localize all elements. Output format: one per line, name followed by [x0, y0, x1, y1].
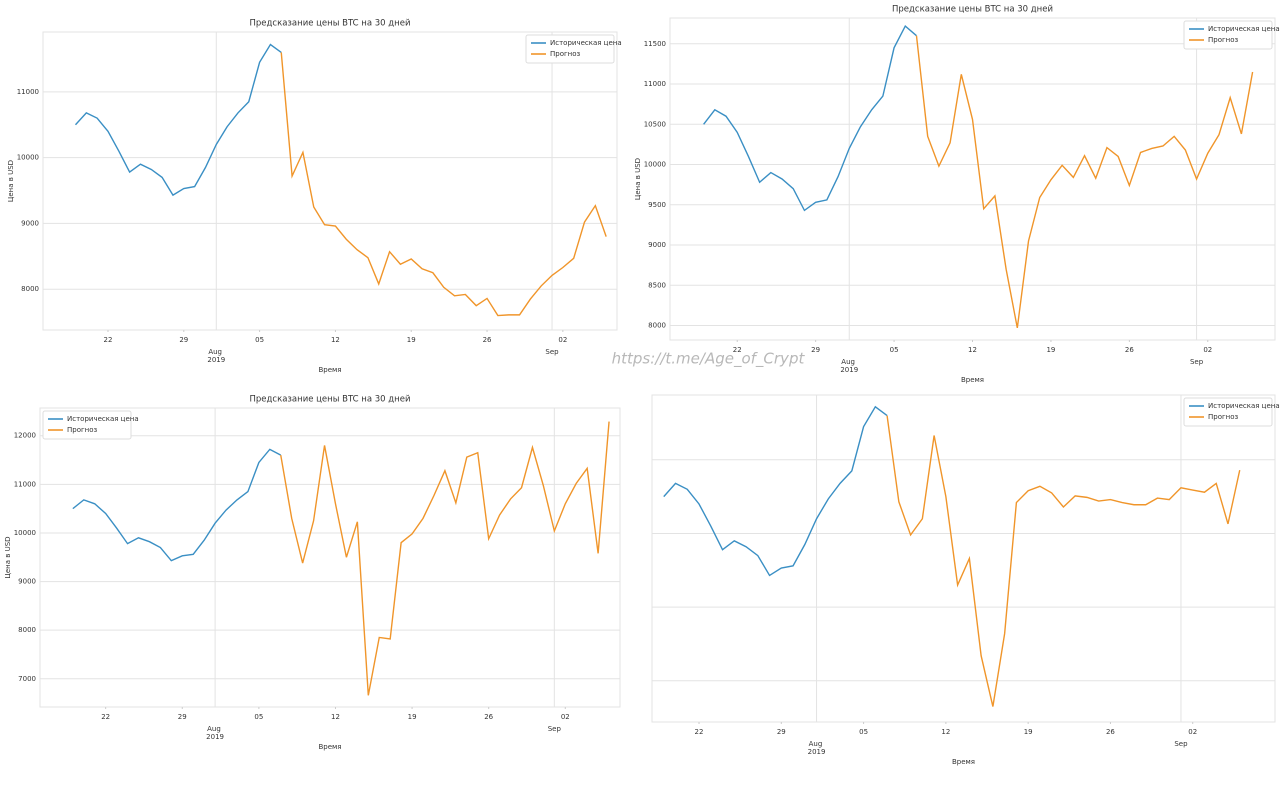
y-tick-label: 11000	[17, 88, 39, 96]
x-tick-label: 12	[941, 728, 950, 736]
y-axis-label: Цена в USD	[4, 536, 12, 578]
x-major-tick-label: Sep	[548, 725, 562, 733]
x-tick-label: 22	[733, 346, 742, 354]
x-tick-label: 05	[859, 728, 868, 736]
x-tick-label: 12	[331, 713, 340, 721]
x-tick-label: 26	[483, 336, 492, 344]
x-axis-label: Время	[961, 376, 984, 384]
x-tick-label: 26	[1106, 728, 1115, 736]
legend-box	[525, 34, 615, 64]
y-tick-label: 11500	[644, 40, 666, 48]
x-tick-label: 05	[890, 346, 899, 354]
x-tick-label: 29	[178, 713, 187, 721]
x-axis-label: Время	[318, 743, 341, 751]
x-tick-label: 12	[968, 346, 977, 354]
y-tick-label: 12000	[14, 432, 36, 440]
series-line	[74, 43, 282, 197]
watermark: https://t.me/Age_of_Crypt	[612, 350, 806, 369]
x-tick-label: 29	[777, 728, 786, 736]
x-tick-label: 12	[331, 336, 340, 344]
legend-label: Прогноз	[1208, 36, 1239, 44]
series-line	[915, 35, 1254, 329]
y-tick-label: 9000	[18, 578, 36, 586]
plot-area	[669, 17, 1276, 341]
series-line	[886, 415, 1241, 707]
x-tick-label: 26	[1125, 346, 1134, 354]
y-tick-label: 10000	[14, 529, 36, 537]
y-tick-label: 7000	[18, 675, 36, 683]
series-line	[72, 448, 282, 562]
x-major-tick-label: Aug 2019	[808, 740, 826, 756]
legend-box	[1183, 397, 1273, 427]
y-tick-label: 8500	[648, 281, 666, 289]
y-tick-label: 10000	[17, 154, 39, 162]
x-tick-label: 29	[811, 346, 820, 354]
legend-label: Прогноз	[1208, 413, 1239, 421]
x-axis-label: Время	[952, 758, 975, 766]
x-tick-label: 05	[255, 336, 264, 344]
x-major-tick-label: Sep	[545, 348, 559, 356]
x-major-tick-label: Sep	[1190, 358, 1204, 366]
y-tick-label: 9000	[21, 219, 39, 227]
x-tick-label: 19	[1046, 346, 1055, 354]
x-axis-label: Время	[318, 366, 341, 374]
x-major-tick-label: Aug 2019	[840, 358, 858, 374]
chart-title: Предсказание цены BTC на 30 дней	[892, 5, 1053, 15]
x-tick-label: 26	[484, 713, 493, 721]
y-axis-label: Цена в USD	[7, 160, 15, 202]
legend-box	[42, 410, 132, 440]
y-tick-label: 11000	[14, 480, 36, 488]
y-tick-label: 9000	[648, 241, 666, 249]
x-major-tick-label: Aug 2019	[207, 348, 225, 364]
x-tick-label: 05	[254, 713, 263, 721]
y-tick-label: 8000	[21, 285, 39, 293]
series-line	[663, 405, 888, 577]
x-tick-label: 19	[408, 713, 417, 721]
y-tick-label: 10000	[644, 161, 666, 169]
legend-label: Прогноз	[550, 50, 581, 58]
x-major-tick-label: Aug 2019	[206, 725, 224, 741]
x-tick-label: 19	[407, 336, 416, 344]
x-tick-label: 22	[104, 336, 113, 344]
y-axis-label: Цена в USD	[634, 158, 642, 200]
x-tick-label: 22	[695, 728, 704, 736]
legend-box	[1183, 20, 1273, 50]
x-tick-label: 22	[101, 713, 110, 721]
y-tick-label: 9500	[648, 201, 666, 209]
y-tick-label: 8000	[18, 626, 36, 634]
x-major-tick-label: Sep	[1174, 740, 1188, 748]
series-line	[703, 24, 917, 212]
x-tick-label: 02	[561, 713, 570, 721]
y-tick-label: 8000	[648, 322, 666, 330]
plot-area	[651, 394, 1276, 723]
x-tick-label: 02	[1188, 728, 1197, 736]
legend-label: Историческая цена	[67, 415, 139, 423]
series-line	[280, 52, 607, 317]
chart-title: Предсказание цены BTC на 30 дней	[250, 19, 411, 29]
x-tick-label: 02	[558, 336, 567, 344]
x-tick-label: 02	[1203, 346, 1212, 354]
x-tick-label: 19	[1024, 728, 1033, 736]
y-tick-label: 11000	[644, 80, 666, 88]
legend-label: Историческая цена	[1208, 402, 1280, 410]
legend-label: Историческая цена	[1208, 25, 1280, 33]
legend-label: Прогноз	[67, 426, 98, 434]
y-tick-label: 10500	[644, 120, 666, 128]
series-line	[280, 421, 610, 696]
x-tick-label: 29	[179, 336, 188, 344]
legend-label: Историческая цена	[550, 39, 622, 47]
plot-area	[39, 407, 621, 708]
plot-area	[42, 31, 618, 331]
chart-title: Предсказание цены BTC на 30 дней	[250, 395, 411, 405]
